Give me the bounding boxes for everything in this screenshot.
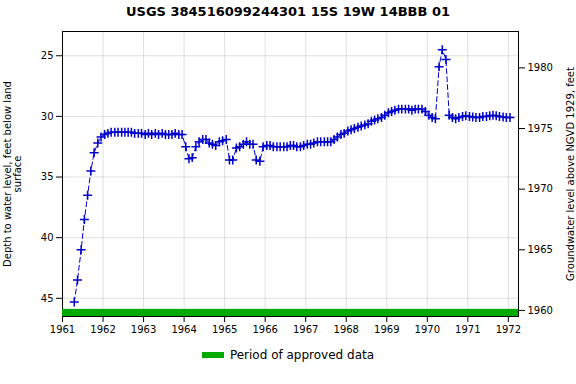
svg-text:1962: 1962: [90, 324, 115, 335]
svg-text:35: 35: [41, 171, 54, 182]
html-text:Period of approved data: Period of approved data: [229, 348, 375, 362]
svg-text:Groundwater level above NGVD 1: Groundwater level above NGVD 1929, feet: [565, 67, 576, 281]
svg-text:45: 45: [41, 293, 54, 304]
svg-text:1975: 1975: [528, 123, 553, 134]
svg-text:1972: 1972: [496, 324, 521, 335]
svg-text:1964: 1964: [171, 324, 196, 335]
svg-text:1971: 1971: [455, 324, 480, 335]
svg-text:Depth to water level, feet bel: Depth to water level, feet below landsur…: [2, 81, 23, 267]
svg-text:1960: 1960: [528, 305, 553, 316]
svg-text:1965: 1965: [212, 324, 237, 335]
svg-text:1968: 1968: [334, 324, 359, 335]
svg-text:1961: 1961: [50, 324, 75, 335]
svg-text:1967: 1967: [293, 324, 318, 335]
svg-text:30: 30: [41, 111, 54, 122]
svg-text:1963: 1963: [131, 324, 156, 335]
svg-text:1969: 1969: [374, 324, 399, 335]
svg-text:1980: 1980: [528, 62, 553, 73]
svg-text:25: 25: [41, 50, 54, 61]
svg-text:1966: 1966: [252, 324, 277, 335]
svg-text:1965: 1965: [528, 244, 553, 255]
svg-text:1970: 1970: [528, 183, 553, 194]
svg-text:1970: 1970: [415, 324, 440, 335]
svg-text:40: 40: [41, 232, 54, 243]
html-text:USGS 384516099244301 15S 19W 1: USGS 384516099244301 15S 19W 14BBB 01: [126, 4, 450, 19]
